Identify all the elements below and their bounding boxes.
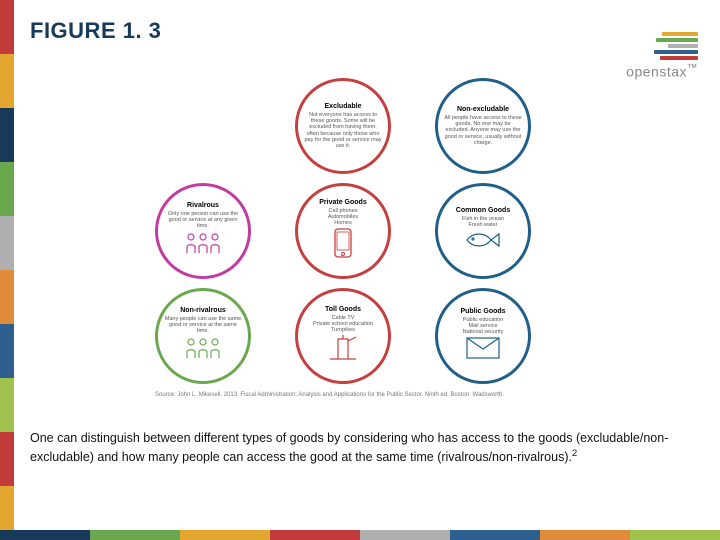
figure-caption: One can distinguish between different ty… bbox=[30, 430, 690, 466]
logo-books-icon bbox=[626, 32, 698, 60]
goods-diagram: Excludable Not everyone has access to the… bbox=[95, 78, 595, 408]
circle-title: Public Goods bbox=[460, 308, 505, 315]
phone-icon bbox=[333, 228, 353, 263]
circle-body: Cell phonesAutomobilesHomes bbox=[328, 208, 358, 227]
circle-body: Fish in the oceanFresh water bbox=[462, 216, 504, 229]
diagram-circle: Public Goods Public educationMail service… bbox=[435, 288, 531, 384]
diagram-circle: Toll Goods Cable TVPrivate school educati… bbox=[295, 288, 391, 384]
diagram-circle: Private Goods Cell phonesAutomobilesHomes bbox=[295, 183, 391, 279]
circle-title: Non-excludable bbox=[457, 106, 509, 113]
people-icon bbox=[183, 336, 223, 365]
circle-body: Many people can use the same good or ser… bbox=[164, 316, 242, 335]
diagram-circle: Rivalrous Only one person can use the goo… bbox=[155, 183, 251, 279]
toll-icon bbox=[328, 335, 358, 366]
logo-text: openstax™ bbox=[626, 62, 698, 80]
diagram-circle: Common Goods Fish in the oceanFresh water bbox=[435, 183, 531, 279]
logo-word: openstax bbox=[626, 64, 687, 80]
circle-title: Common Goods bbox=[456, 207, 510, 214]
circle-body: Not everyone has access to these goods. … bbox=[304, 112, 382, 150]
circle-body: Only one person can use the good or serv… bbox=[164, 211, 242, 230]
diagram-circle: Non-rivalrous Many people can use the sam… bbox=[155, 288, 251, 384]
diagram-grid: Excludable Not everyone has access to the… bbox=[95, 78, 595, 388]
circle-body: Cable TVPrivate school educationTurnpike… bbox=[313, 315, 373, 334]
logo-tm: ™ bbox=[687, 62, 698, 74]
circle-body: Public educationMail serviceNational sec… bbox=[463, 317, 504, 336]
figure-title: FIGURE 1. 3 bbox=[30, 18, 700, 44]
diagram-circle: Non-excludable All people have access to … bbox=[435, 78, 531, 174]
diagram-circle: Excludable Not everyone has access to the… bbox=[295, 78, 391, 174]
left-accent-stripe bbox=[0, 0, 14, 540]
circle-body: All people have access to these goods. N… bbox=[444, 115, 522, 147]
circle-title: Private Goods bbox=[319, 199, 366, 206]
fish-icon bbox=[465, 230, 501, 255]
caption-footnote: 2 bbox=[572, 448, 577, 458]
diagram-source: Source: John L. Mikesell. 2013. Fiscal A… bbox=[95, 392, 595, 398]
people-icon bbox=[183, 231, 223, 260]
openstax-logo: openstax™ bbox=[626, 32, 698, 80]
mail-icon bbox=[466, 337, 500, 364]
circle-title: Excludable bbox=[325, 103, 362, 110]
circle-title: Non-rivalrous bbox=[180, 307, 226, 314]
bottom-accent-stripe bbox=[0, 530, 720, 540]
circle-title: Toll Goods bbox=[325, 306, 361, 313]
circle-title: Rivalrous bbox=[187, 202, 219, 209]
